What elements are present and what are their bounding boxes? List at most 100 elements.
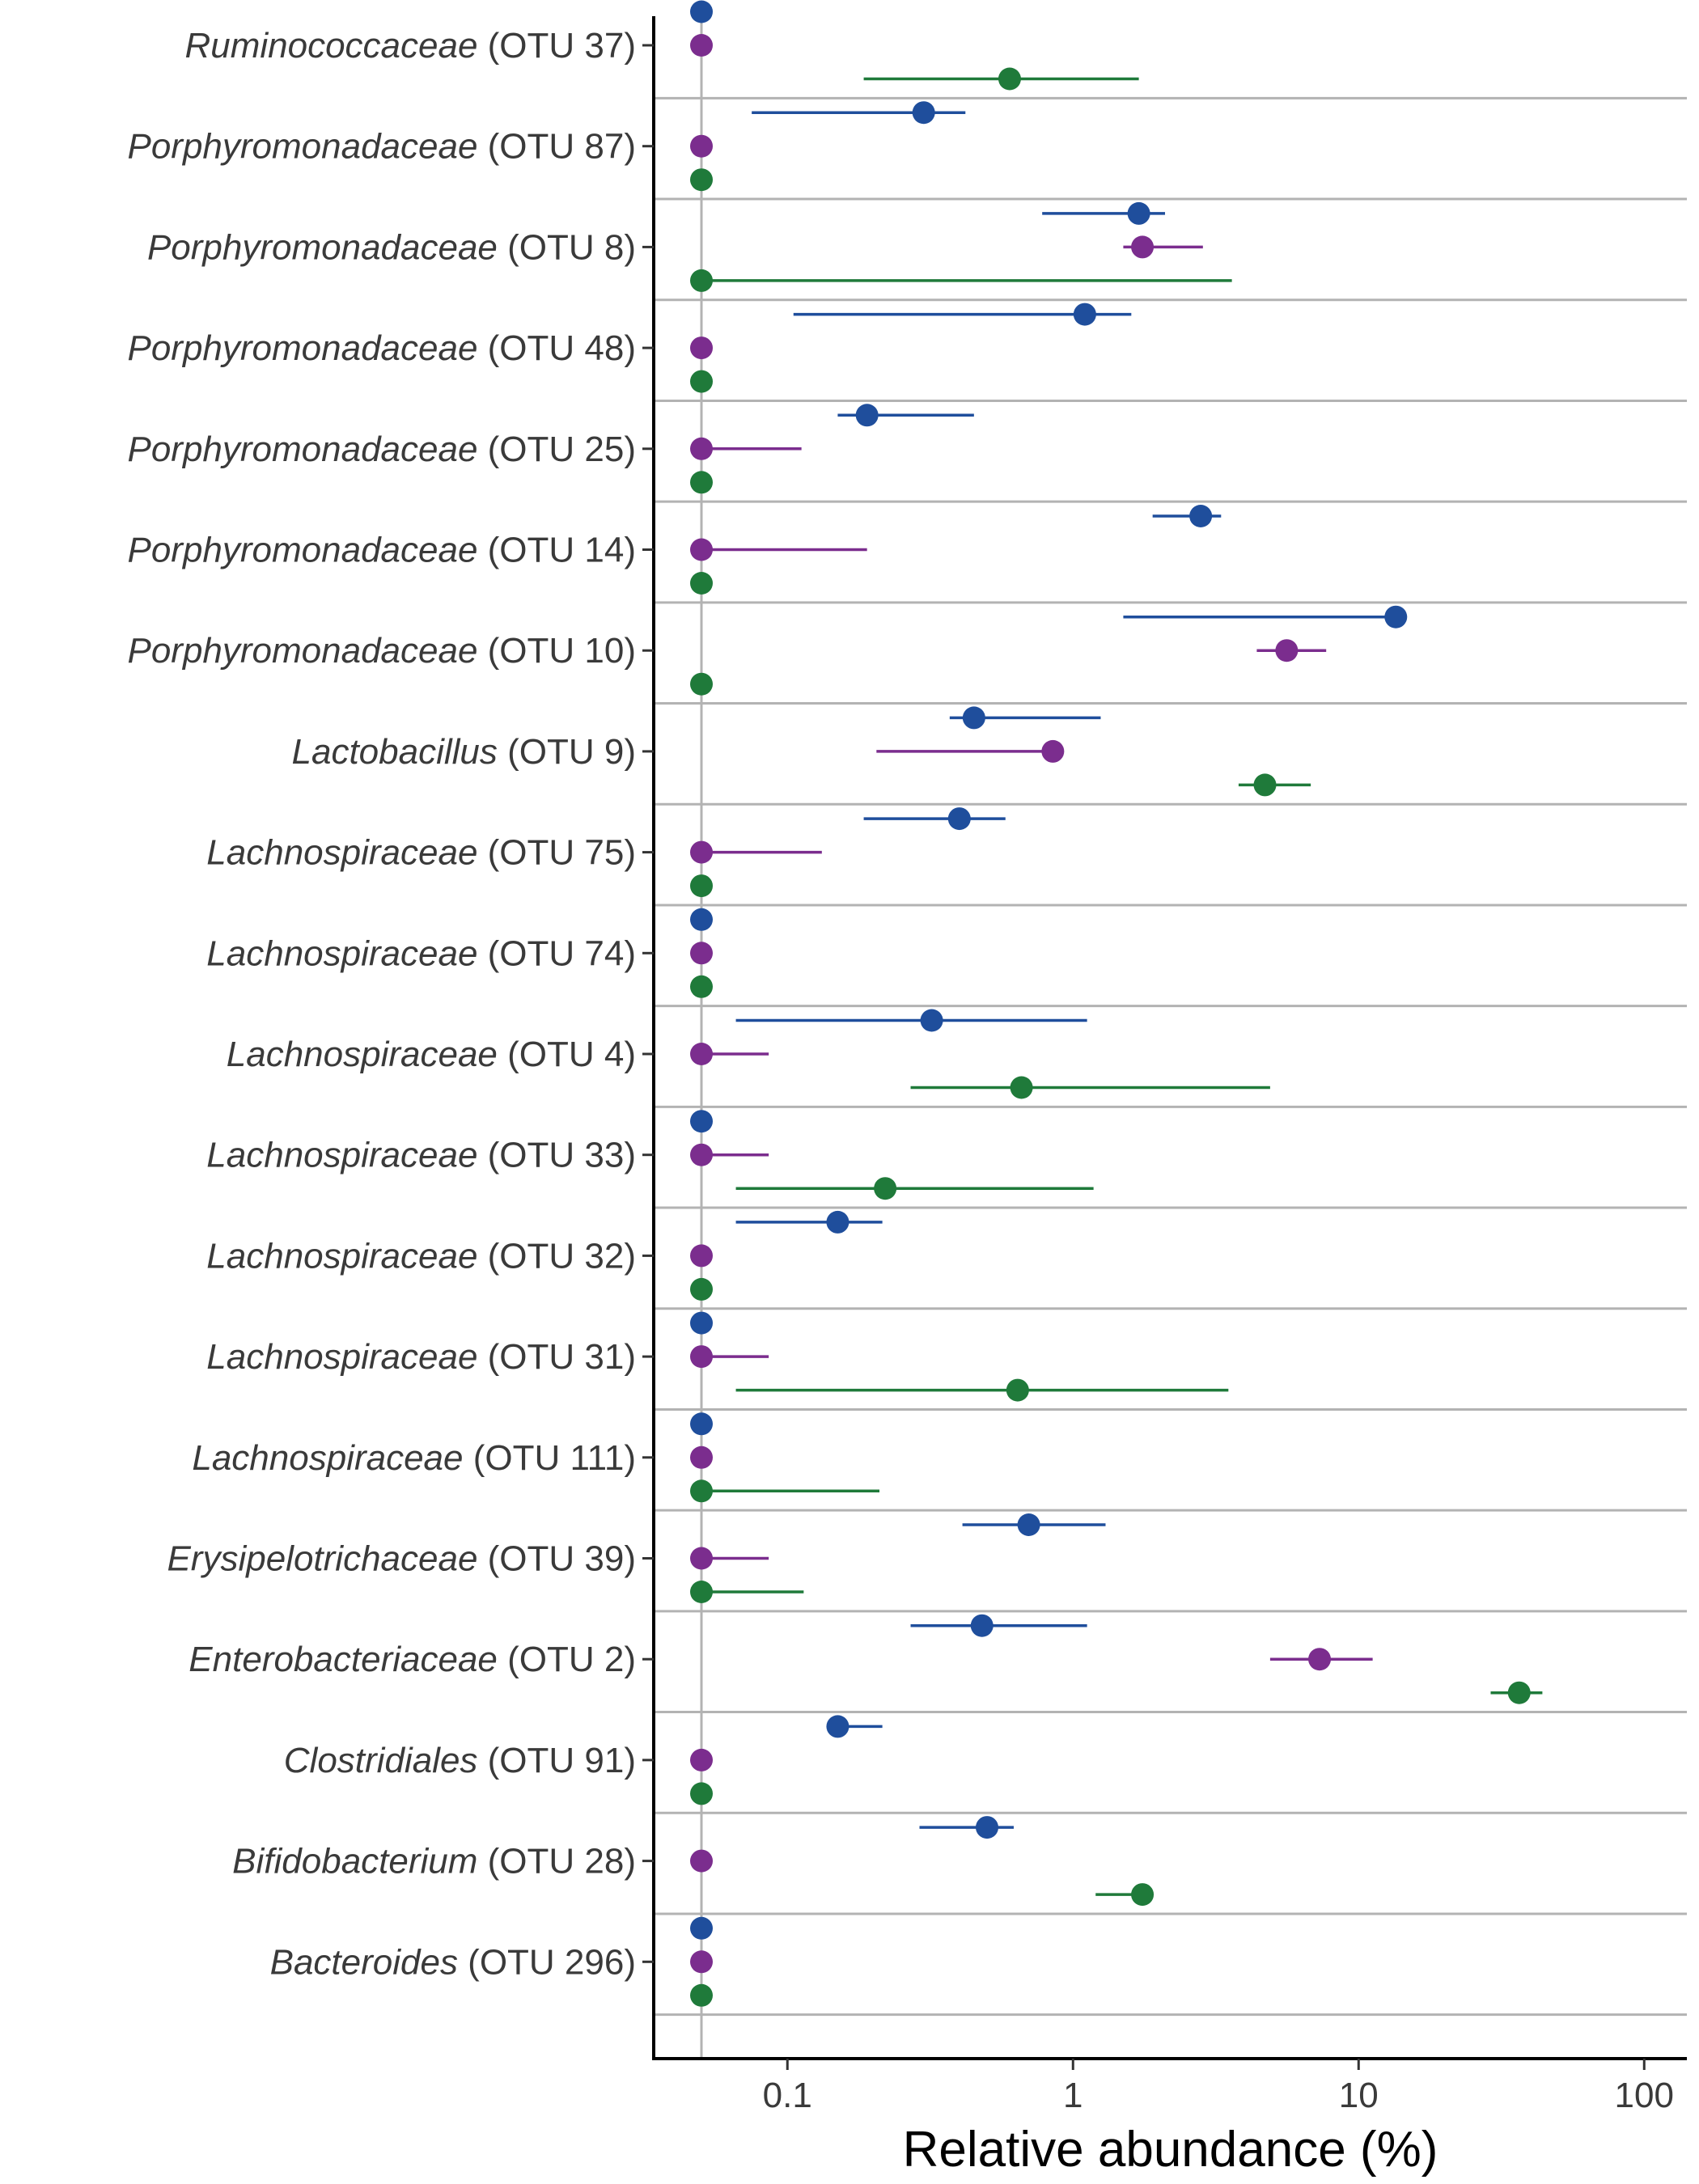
data-point [690,908,713,931]
data-point [1189,505,1213,527]
errorbars-layer [701,77,1543,1896]
category-label: Bacteroides (OTU 296) [270,1942,636,1982]
category-label: Lachnospiraceae (OTU 74) [206,933,636,973]
category-otu: (OTU 4) [498,1035,636,1074]
data-point [690,1311,713,1335]
category-otu: (OTU 74) [477,933,636,973]
category-otu: (OTU 48) [477,328,636,368]
data-point [690,840,713,864]
category-otu: (OTU 9) [498,732,636,772]
category-genus: Bifidobacterium [232,1842,477,1881]
category-genus: Bacteroides [270,1942,458,1982]
data-point [912,101,935,125]
category-genus: Lachnospiraceae [206,1136,477,1175]
category-label: Lachnospiraceae (OTU 33) [206,1136,636,1175]
category-otu: (OTU 33) [477,1136,636,1175]
category-label: Clostridiales (OTU 91) [284,1741,636,1780]
data-point [1017,1513,1040,1536]
data-point [690,1748,713,1771]
category-labels: Ruminococcaceae (OTU 37) Porphyromonadace… [127,26,654,1982]
data-point [690,874,713,898]
category-otu: (OTU 28) [477,1842,636,1881]
data-point [690,437,713,460]
data-point [1308,1648,1332,1671]
category-label: Lachnospiraceae (OTU 4) [227,1035,636,1074]
data-point [690,538,713,561]
data-point [1127,201,1150,225]
category-otu: (OTU 111) [463,1438,636,1478]
category-label: Ruminococcaceae (OTU 37) [184,26,636,66]
data-point [690,1445,713,1469]
data-point [976,1816,998,1839]
data-point [1073,303,1096,326]
category-genus: Porphyromonadaceae [147,227,498,267]
data-point [690,1412,713,1436]
data-point [690,370,713,393]
category-label: Porphyromonadaceae (OTU 10) [127,631,636,671]
data-point [690,975,713,998]
category-otu: (OTU 37) [477,26,636,66]
data-point [826,1715,850,1738]
category-genus: Lactobacillus [292,732,498,772]
data-point [874,1177,897,1200]
category-label: Enterobacteriaceae (OTU 2) [189,1640,636,1679]
data-point [855,404,879,427]
data-point [690,1277,713,1301]
data-point [690,168,713,192]
category-label: Porphyromonadaceae (OTU 87) [127,127,636,167]
category-otu: (OTU 8) [498,227,636,267]
data-point [690,1782,713,1805]
category-genus: Ruminococcaceae [184,26,477,66]
data-point [690,1950,713,1974]
category-label: Lactobacillus (OTU 9) [292,732,636,772]
category-otu: (OTU 14) [477,531,636,570]
category-genus: Porphyromonadaceae [127,328,477,368]
data-point [690,269,713,292]
data-point [970,1614,994,1637]
data-point [1006,1378,1029,1402]
data-point [690,942,713,965]
category-label: Erysipelotrichaceae (OTU 39) [167,1539,636,1579]
data-point [690,1143,713,1166]
category-genus: Lachnospiraceae [227,1035,498,1074]
category-genus: Porphyromonadaceae [127,631,477,671]
category-otu: (OTU 25) [477,430,636,469]
data-point [1384,605,1408,629]
data-point [690,336,713,360]
category-label: Lachnospiraceae (OTU 32) [206,1236,636,1276]
points-layer [690,0,1531,2007]
data-point [690,34,713,57]
data-point [947,807,971,831]
data-point [690,1547,713,1570]
data-point [920,1009,943,1032]
category-label: Lachnospiraceae (OTU 31) [206,1337,636,1377]
category-genus: Porphyromonadaceae [127,531,477,570]
data-point [690,1849,713,1873]
x-tick-label: 0.1 [763,2076,812,2115]
data-point [1131,1883,1155,1907]
data-point [690,572,713,595]
category-label: Porphyromonadaceae (OTU 8) [147,227,636,267]
category-genus: Lachnospiraceae [192,1438,463,1478]
data-point [690,134,713,158]
category-otu: (OTU 75) [477,833,636,873]
category-otu: (OTU 32) [477,1236,636,1276]
category-otu: (OTU 87) [477,127,636,167]
data-point [1010,1076,1033,1099]
data-point [690,1983,713,2007]
category-otu: (OTU 31) [477,1337,636,1377]
category-label: Porphyromonadaceae (OTU 14) [127,531,636,570]
category-label: Porphyromonadaceae (OTU 48) [127,328,636,368]
category-otu: (OTU 39) [477,1539,636,1579]
x-tick-label: 10 [1339,2076,1379,2115]
category-label: Lachnospiraceae (OTU 111) [192,1438,636,1478]
x-axis-ticks: 0.1 1 10 100 [763,2059,1674,2115]
data-point [1131,235,1155,259]
data-point [690,1479,713,1503]
data-point [690,0,713,23]
category-label: Bifidobacterium (OTU 28) [232,1842,636,1881]
x-tick-label: 1 [1063,2076,1083,2115]
category-genus: Enterobacteriaceae [189,1640,498,1679]
data-point [690,1110,713,1133]
x-axis-title: Relative abundance (%) [903,2122,1438,2178]
